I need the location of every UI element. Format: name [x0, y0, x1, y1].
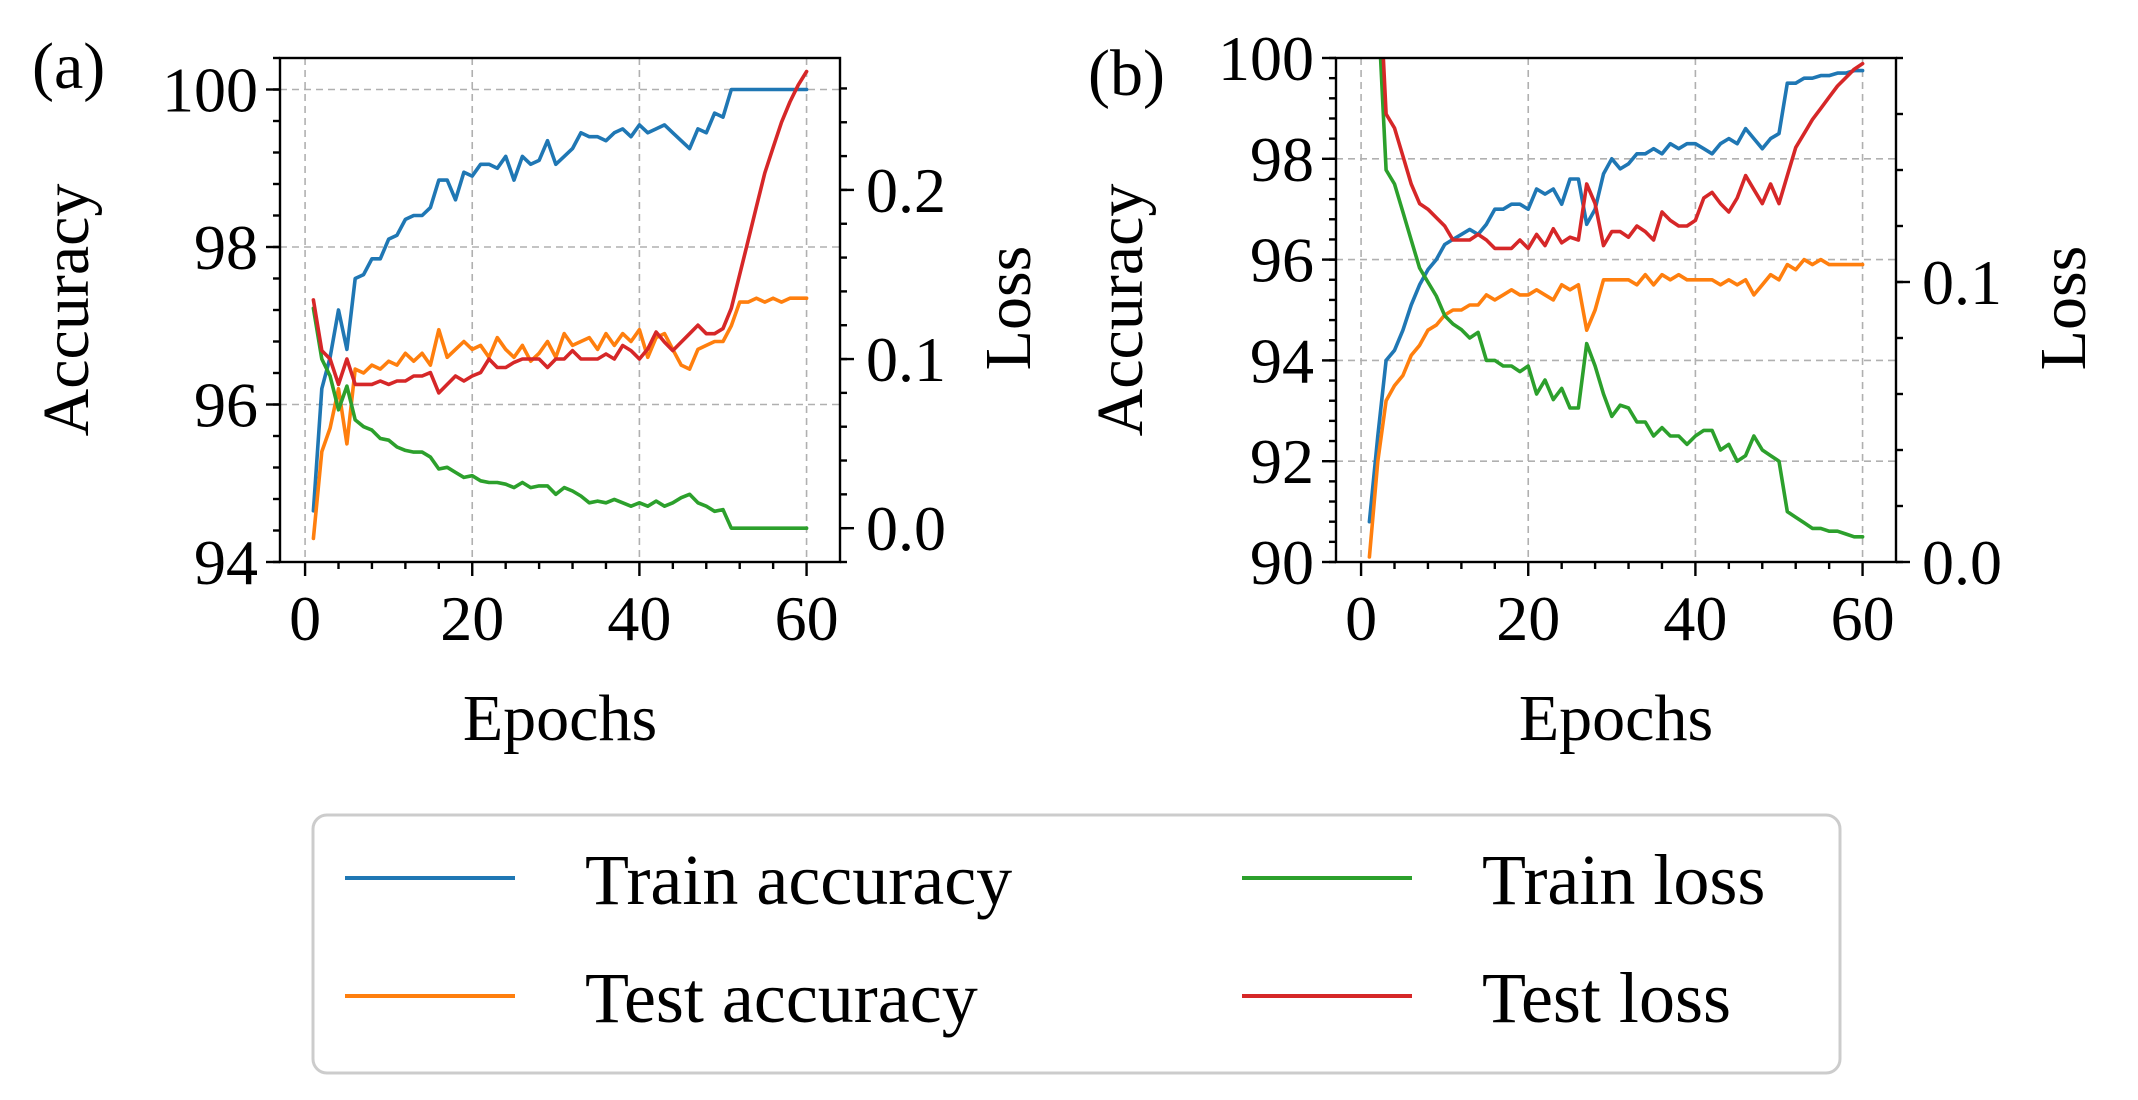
- y2-tick-label: 0.0: [1922, 527, 2002, 598]
- panel-b: 0 20 40 60 90 92 94 96 98 100 0.0 0.1 Epochs Accuracy…: [1084, 23, 2100, 755]
- y-tick-label: 100: [162, 55, 258, 126]
- legend-frame: [311, 813, 1842, 1075]
- y-tick-label: 96: [1250, 225, 1314, 296]
- x-tick-label: 40: [607, 583, 671, 654]
- legend-label-test-loss: Test loss: [1482, 958, 1731, 1038]
- y2-axis-title: Loss: [972, 246, 1045, 371]
- x-axis-title: Epochs: [1519, 682, 1713, 755]
- x-tick-label: 0: [289, 583, 321, 654]
- y-tick-label: 92: [1250, 426, 1314, 497]
- y2-tick-label: 0.2: [866, 155, 946, 226]
- y-axis-title: Accuracy: [30, 184, 103, 437]
- panel-label: (b): [1088, 37, 1165, 110]
- panel-label: (a): [32, 30, 105, 103]
- panel-a: 0 20 40 60 94 96 98 100 0.0 0.1 0.2 Epochs Accuracy L…: [30, 30, 1045, 755]
- y-tick-label: 94: [194, 527, 258, 598]
- y2-tick-label: 0.1: [866, 324, 946, 395]
- legend-label-test-accuracy: Test accuracy: [585, 958, 978, 1038]
- plot-frame: [1334, 56, 1898, 564]
- series-line-train-loss: [311, 306, 809, 531]
- y-tick-label: 90: [1250, 527, 1314, 598]
- x-tick-label: 20: [440, 583, 504, 654]
- y-tick-label: 100: [1218, 23, 1314, 94]
- y-axis-title: Accuracy: [1084, 184, 1157, 437]
- series-line-test-acc: [311, 296, 809, 541]
- x-tick-label: 60: [1831, 583, 1895, 654]
- y-tick-label: 94: [1250, 325, 1314, 396]
- series-layer: [1367, 58, 1865, 559]
- series-line-test-loss: [1381, 58, 1865, 251]
- series-line-test-acc: [1367, 257, 1865, 559]
- series-line-test-loss: [311, 69, 809, 395]
- x-tick-label: 20: [1496, 583, 1560, 654]
- y-tick-label: 96: [194, 370, 258, 441]
- legend-label-train-accuracy: Train accuracy: [585, 840, 1012, 920]
- x-tick-label: 40: [1663, 583, 1727, 654]
- y-tick-label: 98: [194, 212, 258, 283]
- legend: Train accuracy Test accuracy Train loss …: [311, 813, 1842, 1075]
- y2-tick-label: 0.1: [1922, 247, 2002, 318]
- x-axis-title: Epochs: [463, 682, 657, 755]
- series-line-train-loss: [1378, 58, 1865, 539]
- y2-axis-title: Loss: [2027, 246, 2100, 371]
- y-tick-label: 98: [1250, 124, 1314, 195]
- x-tick-label: 60: [775, 583, 839, 654]
- series-layer: [311, 69, 809, 541]
- y2-tick-label: 0.0: [866, 493, 946, 564]
- series-line-train-acc: [311, 87, 809, 513]
- x-tick-label: 0: [1345, 583, 1377, 654]
- legend-label-train-loss: Train loss: [1482, 840, 1765, 920]
